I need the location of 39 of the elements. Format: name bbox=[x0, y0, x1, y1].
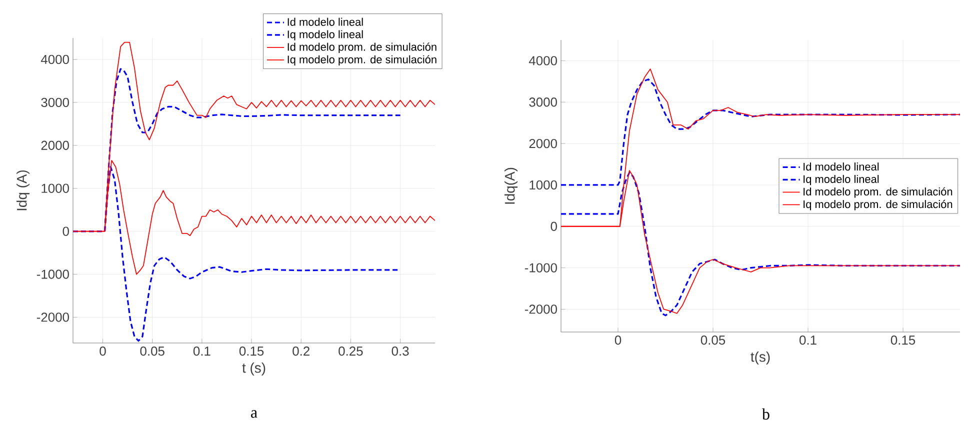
legend-label: Iq modelo lineal bbox=[288, 30, 363, 40]
y-tick-label: 1000 bbox=[530, 180, 557, 190]
x-tick-label: 0.05 bbox=[140, 346, 164, 356]
text: b bbox=[762, 408, 770, 420]
y-tick-label: -1000 bbox=[36, 270, 69, 279]
legend-label: Iq modelo prom. de simulación bbox=[288, 55, 436, 66]
x-tick-label: 0.15 bbox=[239, 346, 264, 356]
legend-label: Id modelo prom. de simulación bbox=[804, 187, 952, 198]
y-tick-label: 1000 bbox=[42, 184, 69, 193]
y-tick-label: -2000 bbox=[524, 304, 557, 314]
y-tick-label: 0 bbox=[62, 226, 69, 236]
x-tick-label: 0.05 bbox=[700, 336, 726, 345]
y-tick-label: 3000 bbox=[529, 98, 557, 107]
y-tick-label: 4000 bbox=[40, 54, 69, 64]
x-tick-label: 0.3 bbox=[392, 346, 409, 356]
legend-label: Iq modelo lineal bbox=[804, 174, 879, 186]
x-tick-label: 0 bbox=[100, 346, 106, 356]
x-tick-label: 0.25 bbox=[338, 346, 363, 356]
x-axis-title: t(s) bbox=[750, 352, 770, 365]
text: a bbox=[251, 410, 258, 418]
x-tick-label: 0.1 bbox=[800, 336, 816, 345]
legend-label: Iq modelo prom. de simulación bbox=[804, 200, 952, 210]
legend-label: Id modelo lineal bbox=[804, 162, 879, 171]
x-axis-title: t (s) bbox=[242, 362, 266, 376]
y-tick-label: -1000 bbox=[524, 263, 557, 272]
x-tick-label: 0.1 bbox=[193, 346, 210, 356]
legend-label: Id modelo lineal bbox=[288, 18, 363, 26]
y-tick-label: 3000 bbox=[41, 98, 69, 108]
x-tick-label: 0 bbox=[614, 336, 622, 345]
x-tick-label: 0.15 bbox=[890, 336, 916, 345]
y-tick-label: 2000 bbox=[41, 140, 69, 150]
y-tick-label: 4000 bbox=[528, 56, 557, 66]
y-tick-label: 0 bbox=[550, 222, 557, 231]
y-tick-label: 2000 bbox=[529, 138, 557, 148]
y-axis-title: Idq (A) bbox=[16, 170, 30, 210]
y-axis-title: Idq(A) bbox=[504, 168, 518, 204]
x-tick-label: 0.2 bbox=[292, 346, 310, 356]
legend-label: Id modelo prom. de simulación bbox=[288, 42, 436, 53]
y-tick-label: -2000 bbox=[36, 312, 69, 322]
